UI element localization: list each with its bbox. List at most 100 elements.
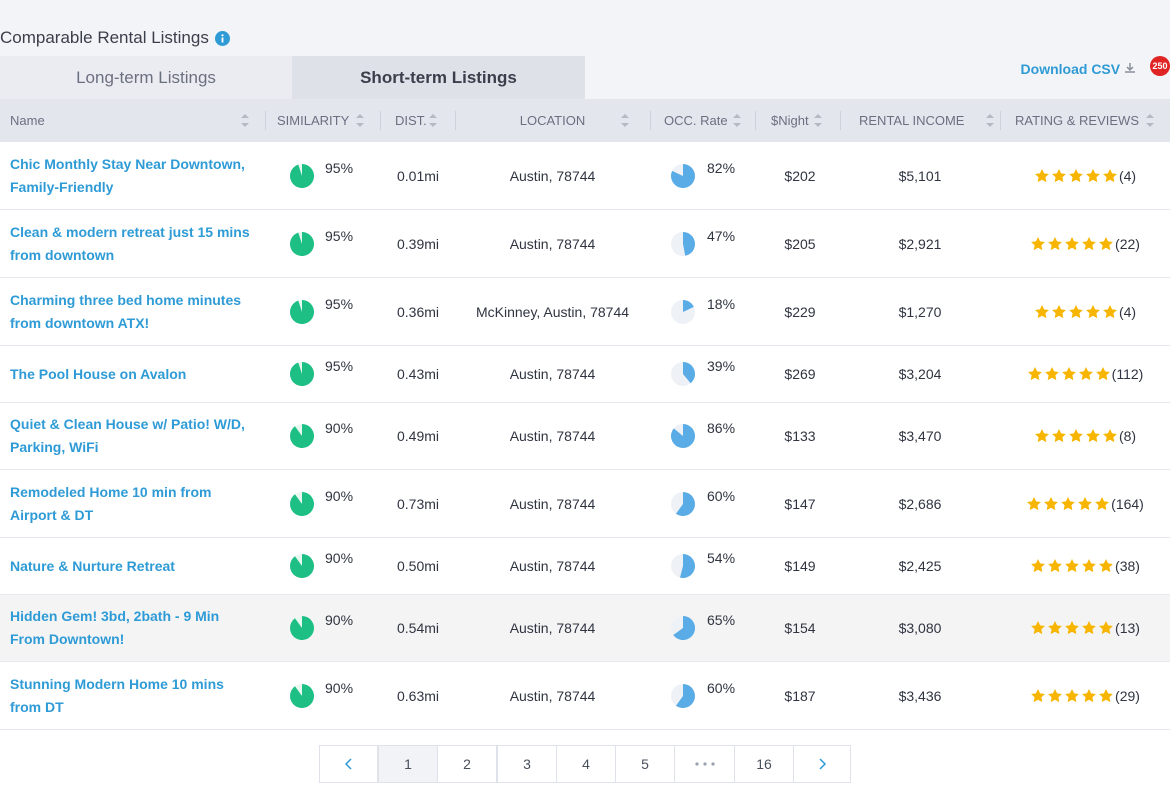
distance: 0.43mi (397, 366, 440, 382)
chevron (819, 758, 827, 770)
pie-slice (683, 299, 694, 312)
similarity: 90% (325, 550, 354, 566)
stars (1031, 236, 1113, 250)
column-header[interactable]: LOCATION (519, 113, 586, 128)
star (1027, 367, 1042, 381)
distance: 0.39mi (397, 235, 440, 252)
star (1069, 429, 1083, 443)
pie-slice (673, 616, 695, 640)
next-page[interactable] (793, 745, 851, 783)
pie-icon (671, 683, 695, 708)
star (1031, 688, 1045, 702)
occupancy: 86% (707, 420, 736, 436)
table-row: Quiet & Clean House w/ Patio! W/D, Parki… (0, 403, 1170, 470)
distance: 0.01mi (397, 167, 440, 184)
tab-active[interactable]: Short-term Listings (292, 56, 585, 99)
star (1082, 559, 1096, 573)
column-header[interactable]: $Night (771, 113, 809, 128)
pie-icon (671, 424, 695, 448)
review-count: (29) (1115, 687, 1140, 704)
column-header[interactable]: Name (10, 113, 45, 128)
column-header[interactable]: RATING & REVIEWS (1015, 113, 1139, 128)
tab[interactable]: Long-term Listings (0, 56, 292, 99)
header-separator (1000, 111, 1001, 130)
listing-name[interactable]: Nature & Nurture Retreat (10, 557, 175, 574)
stars (1035, 168, 1117, 182)
sort-arrows (1146, 114, 1154, 127)
occupancy: 65% (707, 612, 736, 628)
star (1031, 621, 1045, 635)
listing-name[interactable]: Remodeled Home 10 min from Airport & DT (10, 483, 212, 523)
similarity: 95% (325, 358, 354, 374)
distance: 0.36mi (397, 303, 440, 320)
pie-icon (290, 683, 314, 708)
similarity: 90% (325, 487, 354, 504)
pie-icon (671, 231, 695, 256)
location: Austin, 78744 (509, 366, 596, 382)
download-csv[interactable]: Download CSV (1021, 61, 1136, 77)
pie-slice (290, 616, 314, 640)
star (1082, 236, 1096, 250)
table-row: The Pool House on Avalon 95% 0.43mi Austin,… (0, 346, 1170, 403)
occupancy: 47% (707, 227, 736, 244)
occupancy: 82% (707, 159, 736, 176)
location: Austin, 78744 (509, 167, 596, 184)
column-header[interactable]: OCC. Rate (664, 113, 728, 128)
star (1099, 236, 1113, 250)
listing-name[interactable]: Charming three bed home minutes from dow… (10, 291, 242, 331)
pie-slice (683, 231, 695, 256)
header-separator (380, 111, 381, 130)
star (1082, 621, 1096, 635)
star (1048, 236, 1062, 250)
rating: (29) (1000, 662, 1170, 729)
stars (1031, 559, 1113, 573)
column-header[interactable]: RENTAL INCOME (859, 113, 965, 128)
rating: (13) (1000, 595, 1170, 661)
occupancy: 60% (707, 487, 736, 504)
chevron-path (819, 758, 827, 770)
pie-slice (290, 424, 314, 448)
sort-icon (986, 114, 994, 127)
star (1052, 429, 1066, 443)
listing-name[interactable]: Hidden Gem! 3bd, 2bath - 9 Min From Down… (10, 608, 220, 647)
column-header[interactable]: DIST. (395, 113, 427, 128)
listing-name[interactable]: Quiet & Clean House w/ Patio! W/D, Parki… (10, 416, 245, 455)
chevron-path (344, 758, 352, 770)
table-row: Hidden Gem! 3bd, 2bath - 9 Min From Down… (0, 595, 1170, 662)
prev-page[interactable] (319, 745, 378, 783)
star (1048, 559, 1062, 573)
column-header[interactable]: SIMILARITY (277, 113, 350, 128)
rating: (4) (1000, 278, 1170, 345)
star (1031, 559, 1045, 573)
header-separator (755, 111, 756, 130)
table-row: Remodeled Home 10 min from Airport & DT 9… (0, 470, 1170, 538)
sort-icon (733, 114, 741, 127)
pie-slice (683, 362, 695, 384)
review-count: (4) (1118, 303, 1137, 320)
pie-slice (671, 424, 695, 448)
review-count: (112) (1111, 366, 1144, 382)
listing-name[interactable]: Clean & modern retreat just 15 mins from… (10, 223, 250, 263)
pie-icon (671, 491, 695, 516)
page-number[interactable]: 4 (556, 745, 616, 783)
page-number[interactable]: 3 (497, 745, 557, 783)
page-number[interactable]: 2 (437, 745, 497, 783)
sort-arrows (733, 114, 741, 127)
page-ellipsis (674, 745, 735, 783)
sort-icon (429, 114, 437, 127)
pie-icon (290, 299, 314, 324)
listing-name[interactable]: Chic Monthly Stay Near Downtown, Family-… (10, 155, 245, 195)
star (1069, 304, 1083, 318)
page-number[interactable]: 5 (615, 745, 675, 783)
info-icon[interactable] (214, 30, 230, 46)
page-number[interactable]: 1 (378, 745, 438, 783)
star (1065, 621, 1079, 635)
ellipsis-icon (694, 762, 715, 766)
header-separator (265, 111, 266, 130)
listing-name[interactable]: The Pool House on Avalon (10, 365, 187, 382)
page-number[interactable]: 16 (734, 745, 794, 783)
sort-icon (1146, 114, 1154, 127)
listing-name[interactable]: Stunning Modern Home 10 mins from DT (10, 675, 224, 715)
review-count: (164) (1111, 495, 1144, 512)
